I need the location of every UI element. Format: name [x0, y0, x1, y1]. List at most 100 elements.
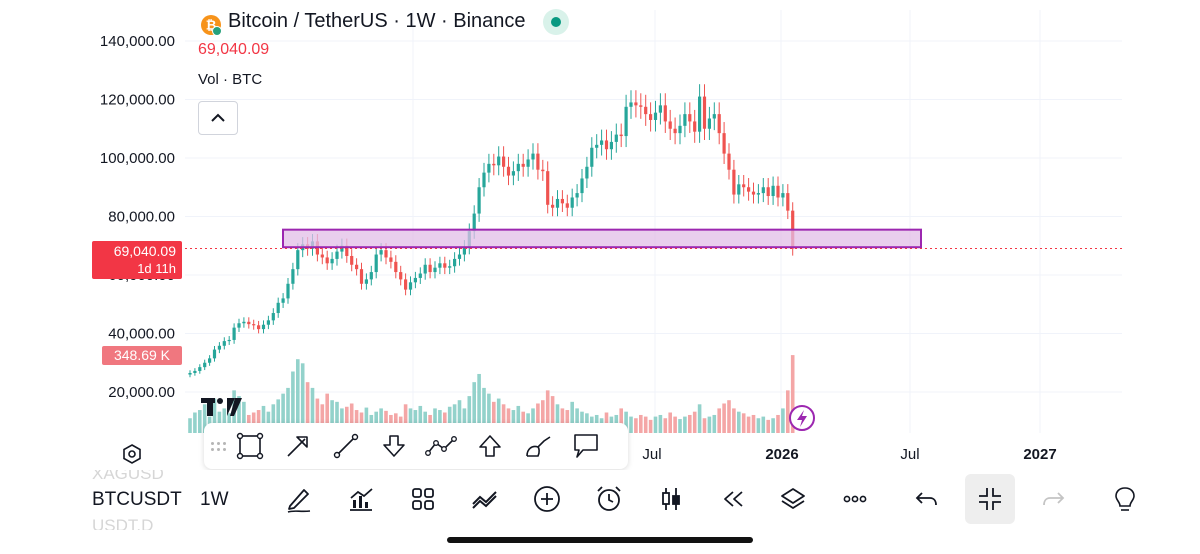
candle-body	[511, 171, 515, 176]
volume-bar	[619, 408, 623, 433]
volume-bar	[261, 405, 266, 433]
undo-button[interactable]	[910, 482, 944, 516]
arrow-tool-icon	[287, 436, 308, 457]
drawing-tools-button[interactable]	[282, 482, 316, 516]
brush-tool-button[interactable]	[514, 426, 562, 466]
volume-bars	[188, 355, 795, 433]
candle-body	[521, 163, 525, 167]
volume-bar	[467, 396, 472, 433]
arrow-up-tool-icon	[479, 435, 501, 457]
candle-body	[399, 272, 403, 280]
candle-body	[742, 184, 746, 188]
candle-body	[438, 263, 442, 268]
chart-title[interactable]: Bitcoin / TetherUS · 1W · Binance	[228, 10, 526, 32]
collapse-legend-button[interactable]	[198, 101, 238, 135]
volume-bar	[423, 411, 427, 433]
volume-bar	[276, 399, 280, 433]
volume-legend-label[interactable]: Vol · BTC	[198, 71, 263, 88]
volume-bar	[746, 416, 751, 433]
undo-icon	[915, 492, 937, 506]
volume-value-tag: 348.69 K	[102, 346, 182, 365]
volume-bar	[477, 373, 481, 433]
candle-body	[580, 178, 584, 194]
candle-body	[555, 198, 560, 208]
object-tree-button[interactable]	[776, 482, 810, 516]
volume-bar	[727, 400, 731, 433]
volume-bar	[487, 393, 491, 433]
x-tick-label: Jul	[642, 446, 661, 463]
arrow-up-tool-button[interactable]	[466, 426, 514, 466]
candle-body	[560, 198, 564, 204]
interval-button[interactable]: 1W	[200, 489, 229, 510]
volume-bar	[639, 414, 643, 433]
chart-settings-icon[interactable]	[121, 443, 143, 465]
drag-handle-icon[interactable]	[210, 432, 226, 460]
indicators-icon	[350, 488, 373, 511]
candle-body	[227, 339, 231, 342]
strategy-button[interactable]	[468, 482, 502, 516]
trend-line-tool-button[interactable]	[322, 426, 370, 466]
volume-bar	[521, 411, 525, 433]
home-indicator	[447, 537, 753, 543]
volume-bar	[643, 416, 648, 433]
replay-button[interactable]	[716, 482, 750, 516]
volume-bar	[217, 411, 222, 433]
support-zone-rectangle[interactable]	[282, 228, 922, 249]
pen-icon	[287, 489, 311, 513]
symbol-ghost-below: USDT.D	[92, 516, 154, 530]
redo-button[interactable]	[1036, 482, 1070, 516]
callout-tool-button[interactable]	[562, 426, 610, 466]
volume-bar	[413, 410, 418, 433]
more-button[interactable]	[838, 482, 872, 516]
volume-bar	[379, 408, 383, 433]
rectangle-tool-button[interactable]	[226, 426, 274, 466]
volume-bar	[384, 410, 388, 433]
volume-bar	[732, 408, 736, 433]
flash-icon[interactable]	[789, 405, 815, 431]
candle-body	[212, 349, 217, 359]
chart-canvas[interactable]: 140,000.00 120,000.00 100,000.00 80,000.00 4…	[0, 0, 1200, 470]
candle-body	[193, 370, 197, 373]
x-tick-label: 2027	[1023, 446, 1056, 463]
indicators-button[interactable]	[344, 482, 378, 516]
alert-button[interactable]	[592, 482, 626, 516]
candle-body	[717, 114, 721, 134]
volume-bar	[374, 411, 378, 433]
exit-fullscreen-button[interactable]	[965, 474, 1015, 524]
volume-bar	[688, 414, 692, 433]
candle-body	[433, 267, 437, 273]
ideas-button[interactable]	[1108, 482, 1142, 516]
candle-body	[355, 264, 359, 270]
volume-bar	[452, 404, 457, 433]
volume-bar	[305, 382, 310, 433]
current-symbol[interactable]: BTCUSDT	[92, 489, 182, 510]
candle-body	[668, 121, 672, 129]
volume-bar	[325, 393, 329, 433]
chart-type-button[interactable]	[654, 482, 688, 516]
volume-bar	[707, 416, 712, 433]
volume-bar	[457, 400, 462, 433]
candle-body	[394, 261, 398, 273]
candle-body	[624, 106, 628, 137]
arrow-tool-button[interactable]	[274, 426, 322, 466]
rectangle-tool-icon	[236, 432, 264, 460]
market-status-indicator[interactable]	[543, 9, 569, 35]
candle-body	[737, 184, 741, 195]
volume-bar	[340, 408, 344, 433]
symbol-picker[interactable]: XAGUSD BTCUSDT USDT.D	[88, 470, 188, 530]
arrow-down-tool-button[interactable]	[370, 426, 418, 466]
candle-body	[497, 156, 501, 166]
add-button[interactable]	[530, 482, 564, 516]
volume-bar	[447, 406, 452, 433]
candle-body	[404, 279, 408, 290]
path-tool-button[interactable]	[418, 426, 466, 466]
time-axis[interactable]: Jul 2026 Jul 2027	[642, 446, 1056, 463]
drawing-toolbar[interactable]	[204, 423, 628, 469]
volume-bar	[242, 401, 246, 433]
layouts-button[interactable]	[406, 482, 440, 516]
volume-bar	[330, 400, 334, 433]
candle-body	[198, 367, 202, 371]
volume-bar	[403, 404, 408, 433]
candle-body	[712, 114, 716, 119]
volume-bar	[786, 390, 790, 433]
